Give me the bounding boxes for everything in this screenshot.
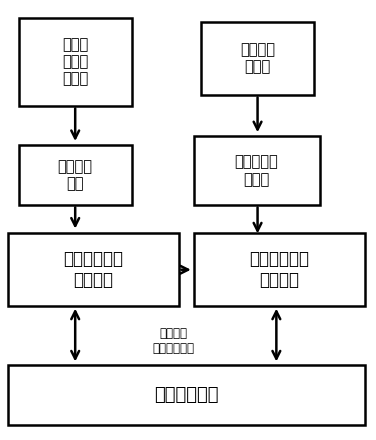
Bar <box>19 145 132 205</box>
Text: 工频信号调
理电路: 工频信号调 理电路 <box>235 154 279 187</box>
Text: 局放信号
调理: 局放信号 调理 <box>58 159 93 191</box>
Text: 第二采集系统
（低速）: 第二采集系统 （低速） <box>249 250 309 289</box>
Text: 高频局
放信号
传感器: 高频局 放信号 传感器 <box>62 37 88 87</box>
Text: 数据分析系统: 数据分析系统 <box>154 386 218 404</box>
Text: 第一采集系统
（高速）: 第一采集系统 （高速） <box>63 250 123 289</box>
Text: 工频信号
传感器: 工频信号 传感器 <box>240 42 275 74</box>
Bar <box>201 22 314 95</box>
Bar <box>194 136 320 205</box>
Text: 触发信号
触发同步采集: 触发信号 触发同步采集 <box>152 327 194 355</box>
Bar <box>8 233 179 306</box>
Bar <box>8 365 365 425</box>
Bar <box>19 18 132 106</box>
Bar <box>194 233 365 306</box>
